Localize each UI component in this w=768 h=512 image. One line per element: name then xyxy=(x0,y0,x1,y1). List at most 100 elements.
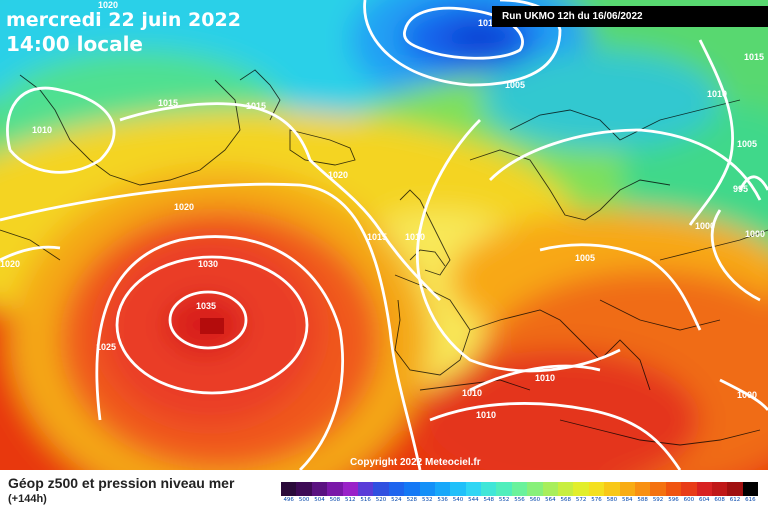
isobar-label: 1000 xyxy=(737,390,758,400)
legend-tick-label: 588 xyxy=(637,497,648,503)
isobar-label: 1025 xyxy=(96,342,117,352)
isobar-label: 1010 xyxy=(478,18,499,28)
legend-tick-label: 604 xyxy=(698,497,710,503)
isobar-label: 1005 xyxy=(505,80,526,90)
legend-tick-label: 496 xyxy=(283,497,294,503)
isobar-label: 1005 xyxy=(575,253,596,263)
isobar-label: 1010 xyxy=(707,89,728,99)
legend-swatch xyxy=(558,482,574,496)
footer: Géop z500 et pression niveau mer (+144h)… xyxy=(0,470,768,512)
isobar-label: 1020 xyxy=(98,0,119,10)
weather-map: 1020 1015 1015 1010 1020 1020 1015 1010 … xyxy=(0,0,768,470)
legend-swatch xyxy=(296,482,312,496)
legend-swatch xyxy=(527,482,543,496)
legend-tick-label: 532 xyxy=(421,497,433,503)
legend-tick-label: 504 xyxy=(314,497,325,503)
isobar-label: 1030 xyxy=(198,259,219,269)
isobar-label: 1015 xyxy=(744,52,765,62)
legend-swatch xyxy=(727,482,743,496)
forecast-time: 14:00 locale xyxy=(6,32,143,56)
isobar-label: 1010 xyxy=(32,125,53,135)
legend-tick-label: 516 xyxy=(360,497,371,503)
legend-tick-label: 576 xyxy=(591,497,602,503)
legend-swatch xyxy=(465,482,482,496)
isobars xyxy=(0,0,768,470)
legend-swatch xyxy=(327,482,343,496)
legend-tick-label: 544 xyxy=(468,497,479,503)
legend-swatch xyxy=(281,482,297,496)
legend-swatch xyxy=(404,482,420,496)
forecast-date: mercredi 22 juin 2022 xyxy=(6,9,241,31)
map-canvas xyxy=(0,0,768,470)
legend-tick-label: 500 xyxy=(298,497,310,503)
legend-swatch xyxy=(388,482,405,496)
legend-tick-label: 540 xyxy=(452,497,464,503)
color-legend: 496 500 504 508 512 516 520 524 528 532 536 540 544 5… xyxy=(281,482,759,504)
forecast-lead-time: (+144h) xyxy=(8,493,47,505)
isobar-label: 1020 xyxy=(0,259,21,269)
legend-tick-label: 524 xyxy=(391,497,402,503)
legend-tick-label: 552 xyxy=(498,497,510,503)
legend-tick-label: 592 xyxy=(652,497,664,503)
legend-swatch xyxy=(696,482,712,496)
legend-tick-label: 596 xyxy=(668,497,679,503)
isobar-labels: 1020 1015 1015 1010 1020 1020 1015 1010 … xyxy=(0,0,768,470)
isobar-label: 1035 xyxy=(196,301,217,311)
legend-swatch xyxy=(419,482,435,496)
legend-tick-label: 512 xyxy=(345,497,356,503)
legend-swatch xyxy=(542,482,559,496)
legend-ticks: 496 500 504 508 512 516 520 524 528 532 536 540 544 5… xyxy=(281,496,758,504)
legend-swatch xyxy=(650,482,666,496)
run-label: Run UKMO 12h du 16/06/2022 xyxy=(492,6,768,27)
legend-swatch xyxy=(511,482,528,496)
legend-swatch xyxy=(604,482,620,496)
isobar-label: 1010 xyxy=(405,232,426,242)
legend-swatch xyxy=(573,482,589,496)
legend-tick-label: 548 xyxy=(483,497,495,503)
isobar-label: 1010 xyxy=(535,373,556,383)
legend-tick-label: 580 xyxy=(606,497,618,503)
legend-swatch xyxy=(588,482,605,496)
legend-swatch xyxy=(481,482,497,496)
legend-tick-label: 560 xyxy=(529,497,541,503)
legend-tick-label: 612 xyxy=(729,497,741,503)
legend-swatches xyxy=(281,482,759,496)
legend-swatch xyxy=(742,482,759,496)
legend-swatch xyxy=(434,482,451,496)
legend-swatch xyxy=(342,482,358,496)
map-title: Géop z500 et pression niveau mer xyxy=(8,475,235,491)
legend-swatch xyxy=(634,482,651,496)
isobar-label: 1010 xyxy=(462,388,483,398)
legend-swatch xyxy=(619,482,635,496)
isobar-label: 1005 xyxy=(737,139,758,149)
isobar-label: 1015 xyxy=(246,101,267,111)
legend-tick-label: 600 xyxy=(683,497,695,503)
legend-tick-label: 616 xyxy=(745,497,756,503)
legend-swatch xyxy=(496,482,512,496)
legend-tick-label: 556 xyxy=(514,497,525,503)
legend-tick-label: 564 xyxy=(545,497,556,503)
isobar-label: 1000 xyxy=(695,221,716,231)
legend-tick-label: 584 xyxy=(622,497,633,503)
legend-swatch xyxy=(357,482,374,496)
legend-swatch xyxy=(711,482,728,496)
legend-swatch xyxy=(450,482,466,496)
legend-tick-label: 572 xyxy=(575,497,587,503)
legend-tick-label: 536 xyxy=(437,497,448,503)
legend-swatch xyxy=(311,482,328,496)
high-pressure-core xyxy=(200,318,224,334)
isobar-label: 995 xyxy=(733,184,749,194)
isobar-label: 1000 xyxy=(745,229,766,239)
isobar-label: 1010 xyxy=(476,410,497,420)
legend-swatch xyxy=(681,482,697,496)
isobar-label: 1020 xyxy=(174,202,195,212)
legend-swatch xyxy=(373,482,389,496)
legend-tick-label: 528 xyxy=(406,497,418,503)
isobar-label: 1015 xyxy=(367,232,388,242)
copyright-text: Copyright 2022 Meteociel.fr xyxy=(350,457,481,468)
isobar-label: 1020 xyxy=(328,170,349,180)
coastlines xyxy=(0,69,768,446)
legend-tick-label: 508 xyxy=(329,497,341,503)
legend-tick-label: 520 xyxy=(375,497,387,503)
legend-tick-label: 608 xyxy=(714,497,725,503)
